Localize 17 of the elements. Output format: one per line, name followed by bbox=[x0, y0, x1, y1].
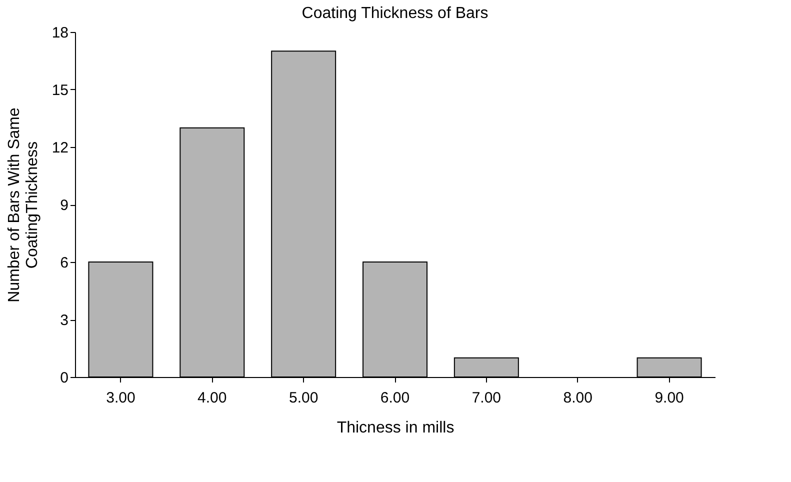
y-tick-label: 3 bbox=[60, 312, 68, 329]
x-axis-title: Thicness in mills bbox=[336, 420, 454, 436]
y-tick-label: 15 bbox=[52, 82, 68, 99]
y-tick-label: 0 bbox=[60, 370, 68, 386]
x-tick-label: 8.00 bbox=[563, 390, 592, 406]
x-tick-label: 7.00 bbox=[472, 390, 502, 406]
y-tick-label: 12 bbox=[52, 140, 68, 156]
x-tick-label: 3.00 bbox=[106, 390, 136, 406]
chart-title: Coating Thickness of Bars bbox=[302, 5, 488, 22]
y-tick-label: 6 bbox=[60, 254, 68, 272]
y-axis-title: Number of Bars With Same CoatingThickness bbox=[6, 108, 41, 302]
x-tick-label: 5.00 bbox=[288, 390, 318, 406]
y-tick-label: 9 bbox=[60, 197, 68, 214]
x-tick-label: 4.00 bbox=[198, 390, 227, 406]
y-tick-label: 18 bbox=[52, 24, 68, 42]
x-tick-label: 6.00 bbox=[380, 390, 410, 406]
x-tick-label: 9.00 bbox=[654, 390, 684, 406]
